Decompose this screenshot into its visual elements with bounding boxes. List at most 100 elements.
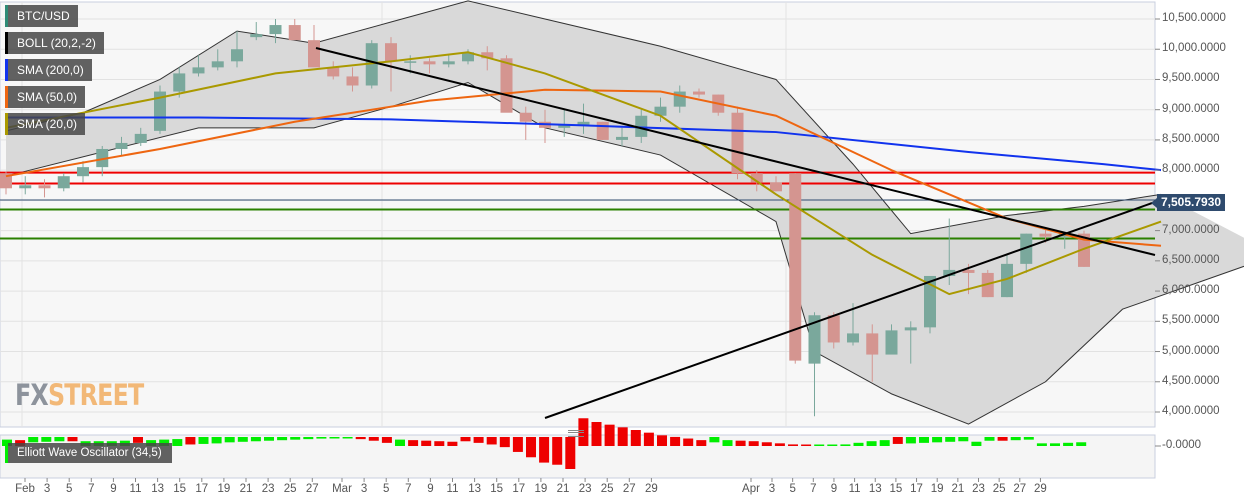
candle-body (423, 61, 436, 65)
oscillator-bar (827, 444, 838, 446)
date-axis-label: 27 (305, 483, 319, 495)
legend-swatch (5, 5, 8, 27)
oscillator-bar (473, 437, 484, 443)
date-axis-label: 7 (88, 483, 95, 495)
oscillator-bar (866, 441, 877, 446)
candle-body (904, 327, 917, 331)
candle-body (115, 142, 128, 149)
legend-btcusd[interactable]: BTC/USD (5, 5, 78, 27)
oscillator-bar (172, 439, 183, 446)
oscillator-bar (368, 437, 379, 441)
date-axis-label: 3 (43, 483, 51, 495)
price-axis-label: 9,000.0000 (1162, 102, 1220, 115)
candle-body (327, 67, 340, 77)
oscillator-bar (774, 443, 785, 446)
price-axis-label: 10,500.0000 (1162, 12, 1226, 24)
oscillator-bar (512, 437, 523, 452)
date-axis-label: 23 (972, 483, 985, 495)
candle-body (385, 43, 397, 62)
price-axis-label: 10,000.0000 (1162, 42, 1226, 55)
candle-body (211, 61, 224, 68)
oscillator-bar (1076, 442, 1087, 446)
date-axis-label: 27 (1013, 483, 1027, 495)
legend-swatch (5, 59, 8, 81)
date-axis-label: Mar (332, 483, 352, 495)
oscillator-bar (709, 437, 720, 443)
legend-elliott-wave-oscillator[interactable]: Elliott Wave Oscillator (34,5) (5, 443, 172, 463)
candle-body (1039, 233, 1052, 237)
date-axis-label: 23 (578, 483, 592, 495)
sma-20-line (5, 51, 1162, 296)
candle-body (827, 315, 840, 343)
oscillator-bar (250, 437, 261, 442)
candle-body (308, 40, 320, 68)
oscillator-bar (971, 441, 982, 446)
oscillator-bar (2, 439, 12, 446)
bollinger-lower (5, 81, 1244, 425)
oscillator-bar (840, 444, 851, 446)
oscillator-bar (958, 437, 969, 442)
oscillator-bar (539, 437, 550, 463)
oscillator-bar (447, 441, 458, 446)
legend-sma50[interactable]: SMA (50,0) (5, 86, 86, 108)
candle-body (750, 173, 763, 183)
candle-body (38, 185, 51, 189)
trendline-ascending (544, 201, 1156, 419)
oscillator-bar (945, 437, 956, 442)
date-axis-label: 3 (768, 483, 776, 495)
date-axis-label: 7 (405, 483, 412, 495)
date-axis-label: 23 (261, 483, 275, 495)
oscillator-bar (1010, 437, 1021, 441)
candle-body (500, 58, 513, 113)
candle-body (789, 173, 802, 361)
date-axis-label: 5 (789, 483, 796, 495)
candle-body (924, 275, 936, 328)
candle-body (635, 115, 648, 137)
oscillator-bar (604, 424, 615, 446)
oscillator-bar (355, 437, 366, 440)
candle-body (885, 330, 898, 355)
candle-body (134, 133, 147, 143)
oscillator-bar (788, 444, 798, 446)
fxstreet-logo: FXSTREET (15, 378, 144, 412)
date-axis-label: Apr (742, 483, 760, 495)
legend-boll[interactable]: BOLL (20,2,-2) (5, 32, 104, 54)
oscillator-bar (657, 435, 667, 446)
date-axis-label: 3 (360, 483, 368, 495)
date-axis-label: 13 (468, 483, 481, 495)
price-axis-label: 8,000.0000 (1162, 163, 1220, 176)
date-axis-label: 17 (910, 483, 923, 495)
oscillator-bar (552, 437, 563, 465)
date-axis-label: 21 (951, 483, 965, 495)
candle-body (462, 52, 474, 62)
oscillator-bar (932, 437, 943, 443)
candle-body (442, 61, 455, 65)
price-axis-label: 9,500.0000 (1162, 72, 1220, 85)
oscillator-bar (264, 437, 274, 441)
date-axis-label: 13 (151, 483, 164, 495)
oscillator-bar (54, 437, 65, 442)
candle-body (1078, 233, 1090, 267)
date-axis-label: 11 (129, 483, 142, 495)
candle-body (404, 61, 417, 63)
date-axis-label: 13 (868, 483, 882, 495)
oscillator-bar (748, 441, 759, 446)
price-axis-label: 7,000.0000 (1162, 223, 1220, 236)
oscillator-bar (526, 437, 536, 458)
oscillator-bar (853, 442, 864, 446)
oscillator-bar (486, 437, 497, 445)
date-axis-label: 25 (992, 483, 1006, 495)
legend-sma20[interactable]: SMA (20,0) (5, 113, 86, 135)
oscillator-bar (41, 437, 52, 442)
current-price-tag: 7,505.7930 (1157, 194, 1226, 211)
date-axis-label: 17 (195, 483, 209, 495)
price-axis-label: 4,000.0000 (1162, 405, 1220, 417)
oscillator-bar (643, 432, 654, 446)
pane-resize-handle[interactable] (568, 430, 584, 437)
candle-body (77, 167, 89, 177)
price-axis-label: 8,500.0000 (1162, 132, 1220, 145)
oscillator-bar (342, 437, 353, 439)
legend-sma200[interactable]: SMA (200,0) (5, 59, 92, 81)
candle-body (365, 43, 378, 86)
